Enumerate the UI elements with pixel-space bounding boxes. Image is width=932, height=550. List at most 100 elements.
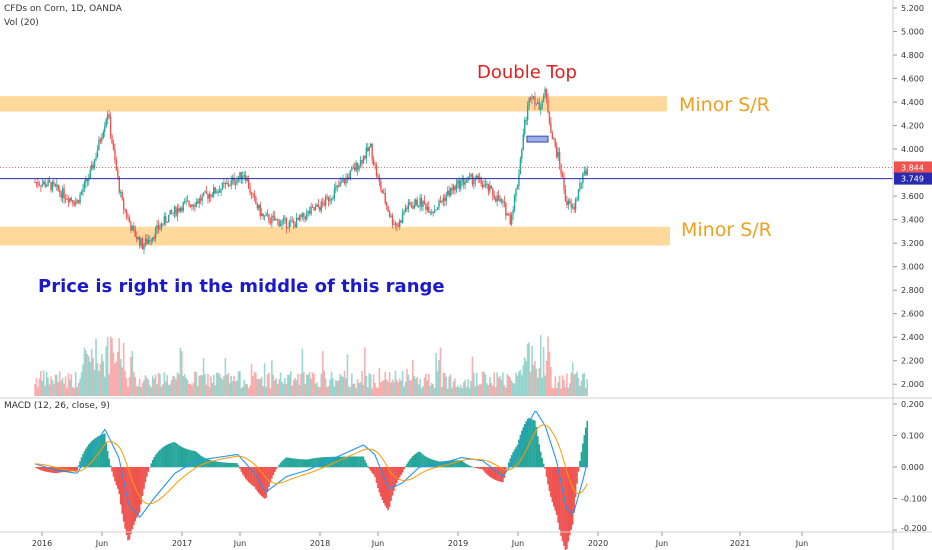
volume-bar	[568, 383, 571, 396]
volume-bar	[297, 373, 299, 396]
candle-body	[38, 184, 41, 186]
volume-bar	[311, 372, 314, 396]
volume-bar	[426, 380, 429, 396]
volume-bar	[525, 360, 527, 396]
volume-bar	[310, 378, 312, 396]
macd-histogram-bar	[199, 455, 202, 468]
macd-histogram-bar	[337, 456, 340, 468]
candle-body	[143, 245, 145, 250]
candle-body	[105, 119, 107, 127]
volume-bar	[433, 387, 436, 396]
volume-bar	[246, 384, 248, 396]
macd-histogram-bar	[381, 467, 384, 500]
volume-bar	[385, 379, 388, 396]
macd-histogram-bar	[201, 456, 203, 468]
macd-histogram-bar	[497, 467, 500, 482]
candle-body	[44, 181, 46, 187]
macd-histogram-bar	[430, 459, 433, 468]
macd-histogram-bar	[361, 456, 363, 468]
volume-bar	[539, 335, 542, 396]
candle-body	[118, 176, 120, 193]
macd-histogram-bar	[313, 458, 315, 468]
macd-histogram-bar	[57, 467, 60, 473]
candle-body	[346, 176, 349, 178]
volume-bar	[228, 383, 231, 396]
volume-bar	[119, 358, 122, 396]
volume-bar	[544, 375, 546, 396]
volume-bar	[236, 380, 238, 396]
volume-bar	[430, 382, 433, 396]
macd-histogram-bar	[292, 458, 295, 468]
candle-body	[436, 207, 439, 210]
candle-body	[490, 185, 493, 189]
candle-body	[214, 187, 216, 194]
volume-bar	[281, 381, 283, 396]
volume-bar	[289, 371, 292, 396]
candle-body	[269, 221, 272, 224]
macd-histogram-bar	[40, 467, 42, 471]
macd-histogram-bar	[263, 467, 266, 499]
macd-histogram-bar	[76, 467, 78, 471]
time-tick-label: 2020	[588, 539, 608, 548]
volume-bar	[423, 377, 426, 396]
volume-bar	[339, 374, 341, 396]
volume-bar	[316, 382, 318, 396]
candle-body	[460, 180, 462, 189]
candle-body	[236, 179, 238, 185]
candle-body	[175, 206, 177, 216]
candle-body	[529, 98, 532, 100]
candle-body	[557, 151, 559, 158]
macd-histogram-bar	[413, 454, 416, 468]
macd-histogram-bar	[561, 467, 564, 542]
candle-body	[510, 214, 513, 225]
macd-histogram-bar	[44, 467, 46, 472]
candle-body	[40, 185, 42, 187]
macd-histogram-bar	[128, 467, 131, 540]
candle-body	[425, 203, 427, 210]
volume-bar	[275, 378, 278, 396]
candle-body	[513, 195, 516, 211]
macd-histogram-bar	[288, 457, 291, 468]
macd-histogram-bar	[368, 467, 371, 469]
macd-histogram-bar	[233, 463, 235, 468]
macd-histogram-bar	[246, 467, 248, 481]
candle-body	[452, 185, 455, 191]
candle-body	[37, 182, 39, 185]
macd-histogram-bar	[303, 459, 305, 468]
candle-body	[496, 195, 498, 202]
macd-histogram-bar	[419, 451, 421, 468]
candle-body	[159, 227, 161, 230]
volume-bar	[506, 374, 509, 396]
volume-bar	[76, 387, 78, 396]
volume-bar	[111, 338, 113, 396]
macd-histogram-bar	[409, 459, 411, 468]
macd-histogram-bar	[111, 467, 113, 472]
macd-histogram-bar	[522, 427, 525, 468]
candle-body	[333, 189, 336, 199]
macd-histogram-bar	[470, 466, 472, 468]
candle-body	[278, 220, 280, 227]
macd-histogram-bar	[355, 456, 357, 468]
macd-histogram-bar	[260, 467, 263, 497]
macd-histogram-bar	[464, 463, 466, 468]
volume-bar	[294, 378, 296, 396]
macd-histogram-bar	[583, 435, 586, 468]
macd-histogram-bar	[189, 450, 192, 468]
volume-bar	[114, 363, 116, 396]
volume-bar	[41, 380, 44, 396]
volume-bar	[157, 372, 160, 396]
volume-bar	[95, 338, 97, 396]
volume-bar	[452, 381, 455, 396]
candle-body	[457, 180, 459, 184]
volume-bar	[74, 371, 77, 396]
candle-body	[96, 150, 99, 158]
volume-bar	[127, 386, 129, 396]
macd-histogram-bar	[73, 467, 76, 472]
volume-bar	[172, 375, 174, 396]
candle-body	[115, 160, 118, 171]
candle-body	[210, 194, 212, 197]
macd-histogram-bar	[340, 456, 343, 468]
macd-histogram-bar	[207, 459, 209, 468]
macd-histogram-bar	[406, 463, 408, 468]
candle-body	[541, 101, 543, 108]
